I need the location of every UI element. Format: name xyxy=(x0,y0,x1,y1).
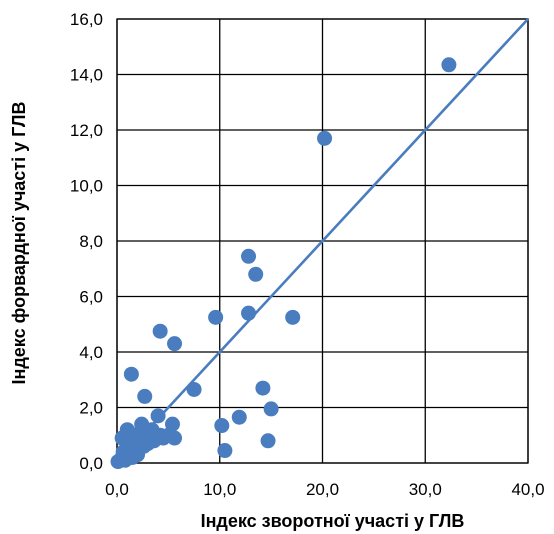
data-point xyxy=(186,381,202,397)
y-tick-label: 2,0 xyxy=(79,399,103,418)
data-point xyxy=(317,130,333,146)
y-axis-tick-labels: 0,0 2,0 4,0 6,0 8,0 10,0 12,0 14,0 16,0 xyxy=(70,10,103,473)
trendline xyxy=(116,18,529,464)
y-tick-label: 6,0 xyxy=(79,288,103,307)
data-point xyxy=(167,430,183,446)
y-tick-label: 16,0 xyxy=(70,10,103,29)
data-point xyxy=(214,418,230,434)
data-point xyxy=(164,416,180,432)
y-tick-label: 4,0 xyxy=(79,343,103,362)
data-point xyxy=(441,57,457,73)
data-point xyxy=(150,408,166,424)
data-point xyxy=(260,433,276,449)
data-point xyxy=(123,366,139,382)
y-tick-label: 8,0 xyxy=(79,232,103,251)
y-tick-label: 10,0 xyxy=(70,177,103,196)
data-point xyxy=(208,309,224,325)
x-tick-label: 40,0 xyxy=(511,480,544,499)
x-tick-label: 20,0 xyxy=(306,480,339,499)
x-axis-title: Індекс зворотної участі у ГЛВ xyxy=(201,511,465,531)
data-point xyxy=(255,380,271,396)
data-point xyxy=(152,323,168,339)
x-tick-label: 10,0 xyxy=(203,480,236,499)
plot-area-frame xyxy=(116,18,529,464)
data-point xyxy=(137,388,153,404)
x-tick-label: 0,0 xyxy=(105,480,129,499)
y-tick-label: 14,0 xyxy=(70,66,103,85)
data-point xyxy=(231,409,247,425)
data-point xyxy=(263,401,279,417)
y-tick-label: 12,0 xyxy=(70,121,103,140)
data-point xyxy=(285,309,301,325)
data-point xyxy=(217,443,233,459)
y-axis-title: Індекс форвардної участі у ГЛВ xyxy=(9,101,29,384)
data-point xyxy=(167,336,183,352)
data-point xyxy=(241,248,257,264)
x-axis-tick-labels: 0,0 10,0 20,0 30,0 40,0 xyxy=(105,480,544,499)
data-point xyxy=(241,305,257,321)
data-point xyxy=(248,266,264,282)
data-point xyxy=(119,422,135,438)
data-points xyxy=(110,57,457,470)
y-tick-label: 0,0 xyxy=(79,454,103,473)
x-tick-label: 30,0 xyxy=(409,480,442,499)
